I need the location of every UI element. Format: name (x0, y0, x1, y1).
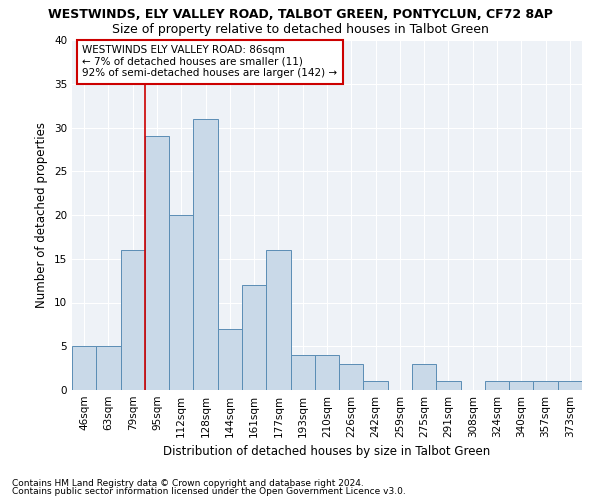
Bar (533, 381, 558, 390)
Text: Contains public sector information licensed under the Open Government Licence v3: Contains public sector information licen… (12, 487, 406, 496)
Bar (72, 346, 96, 390)
Bar (96, 346, 121, 390)
Bar (121, 250, 145, 390)
Bar (436, 381, 461, 390)
Y-axis label: Number of detached properties: Number of detached properties (35, 122, 49, 308)
Bar (266, 250, 290, 390)
Bar (193, 118, 218, 390)
Bar (169, 215, 193, 390)
Text: Size of property relative to detached houses in Talbot Green: Size of property relative to detached ho… (112, 22, 488, 36)
Bar (218, 329, 242, 390)
Bar (145, 136, 169, 390)
Bar (315, 355, 339, 390)
X-axis label: Distribution of detached houses by size in Talbot Green: Distribution of detached houses by size … (163, 446, 491, 458)
Bar (485, 381, 509, 390)
Text: Contains HM Land Registry data © Crown copyright and database right 2024.: Contains HM Land Registry data © Crown c… (12, 478, 364, 488)
Bar (509, 381, 533, 390)
Text: WESTWINDS ELY VALLEY ROAD: 86sqm
← 7% of detached houses are smaller (11)
92% of: WESTWINDS ELY VALLEY ROAD: 86sqm ← 7% of… (82, 46, 337, 78)
Bar (242, 285, 266, 390)
Bar (412, 364, 436, 390)
Bar (558, 381, 582, 390)
Bar (364, 381, 388, 390)
Text: WESTWINDS, ELY VALLEY ROAD, TALBOT GREEN, PONTYCLUN, CF72 8AP: WESTWINDS, ELY VALLEY ROAD, TALBOT GREEN… (47, 8, 553, 20)
Bar (339, 364, 364, 390)
Bar (290, 355, 315, 390)
